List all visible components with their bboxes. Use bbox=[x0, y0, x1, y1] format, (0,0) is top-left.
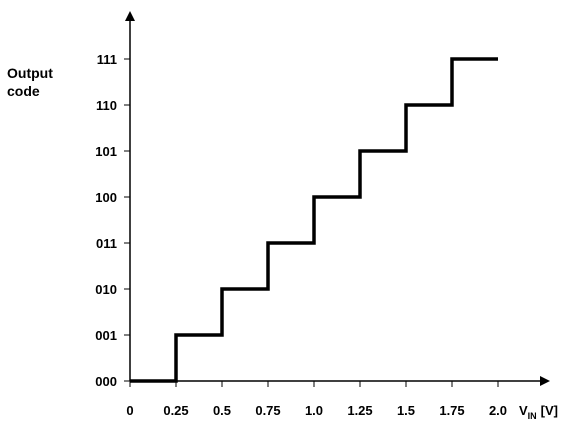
x-tick-label: 1.75 bbox=[439, 403, 464, 418]
x-axis-label-main: V bbox=[519, 403, 528, 418]
y-tick-label: 010 bbox=[95, 282, 117, 297]
y-tick-label: 110 bbox=[96, 98, 117, 113]
y-axis-label-line-1: Output bbox=[7, 65, 53, 81]
x-tick-label: 1.0 bbox=[305, 403, 323, 418]
x-tick-label: 0.5 bbox=[213, 403, 231, 418]
x-axis-label-unit: [V] bbox=[541, 403, 558, 418]
x-axis-label-subscript: IN bbox=[528, 411, 537, 421]
y-tick-label: 000 bbox=[95, 374, 117, 389]
x-tick-label: 2.0 bbox=[489, 403, 507, 418]
y-tick-label: 001 bbox=[95, 328, 117, 343]
y-tick-label: 011 bbox=[96, 236, 117, 251]
x-axis-label: VIN [V] bbox=[519, 403, 558, 421]
x-tick-label: 0 bbox=[126, 403, 133, 418]
y-tick-label: 111 bbox=[97, 52, 117, 67]
y-tick-label: 100 bbox=[95, 190, 117, 205]
y-tick-label: 101 bbox=[95, 144, 117, 159]
x-tick-label: 0.25 bbox=[163, 403, 188, 418]
transfer-step-line bbox=[130, 57, 498, 383]
x-tick-label: 0.75 bbox=[255, 403, 280, 418]
x-tick-label: 1.25 bbox=[347, 403, 372, 418]
y-axis-label: Output code bbox=[7, 64, 53, 100]
y-axis-label-line-2: code bbox=[7, 83, 40, 99]
x-tick-label: 1.5 bbox=[397, 403, 415, 418]
